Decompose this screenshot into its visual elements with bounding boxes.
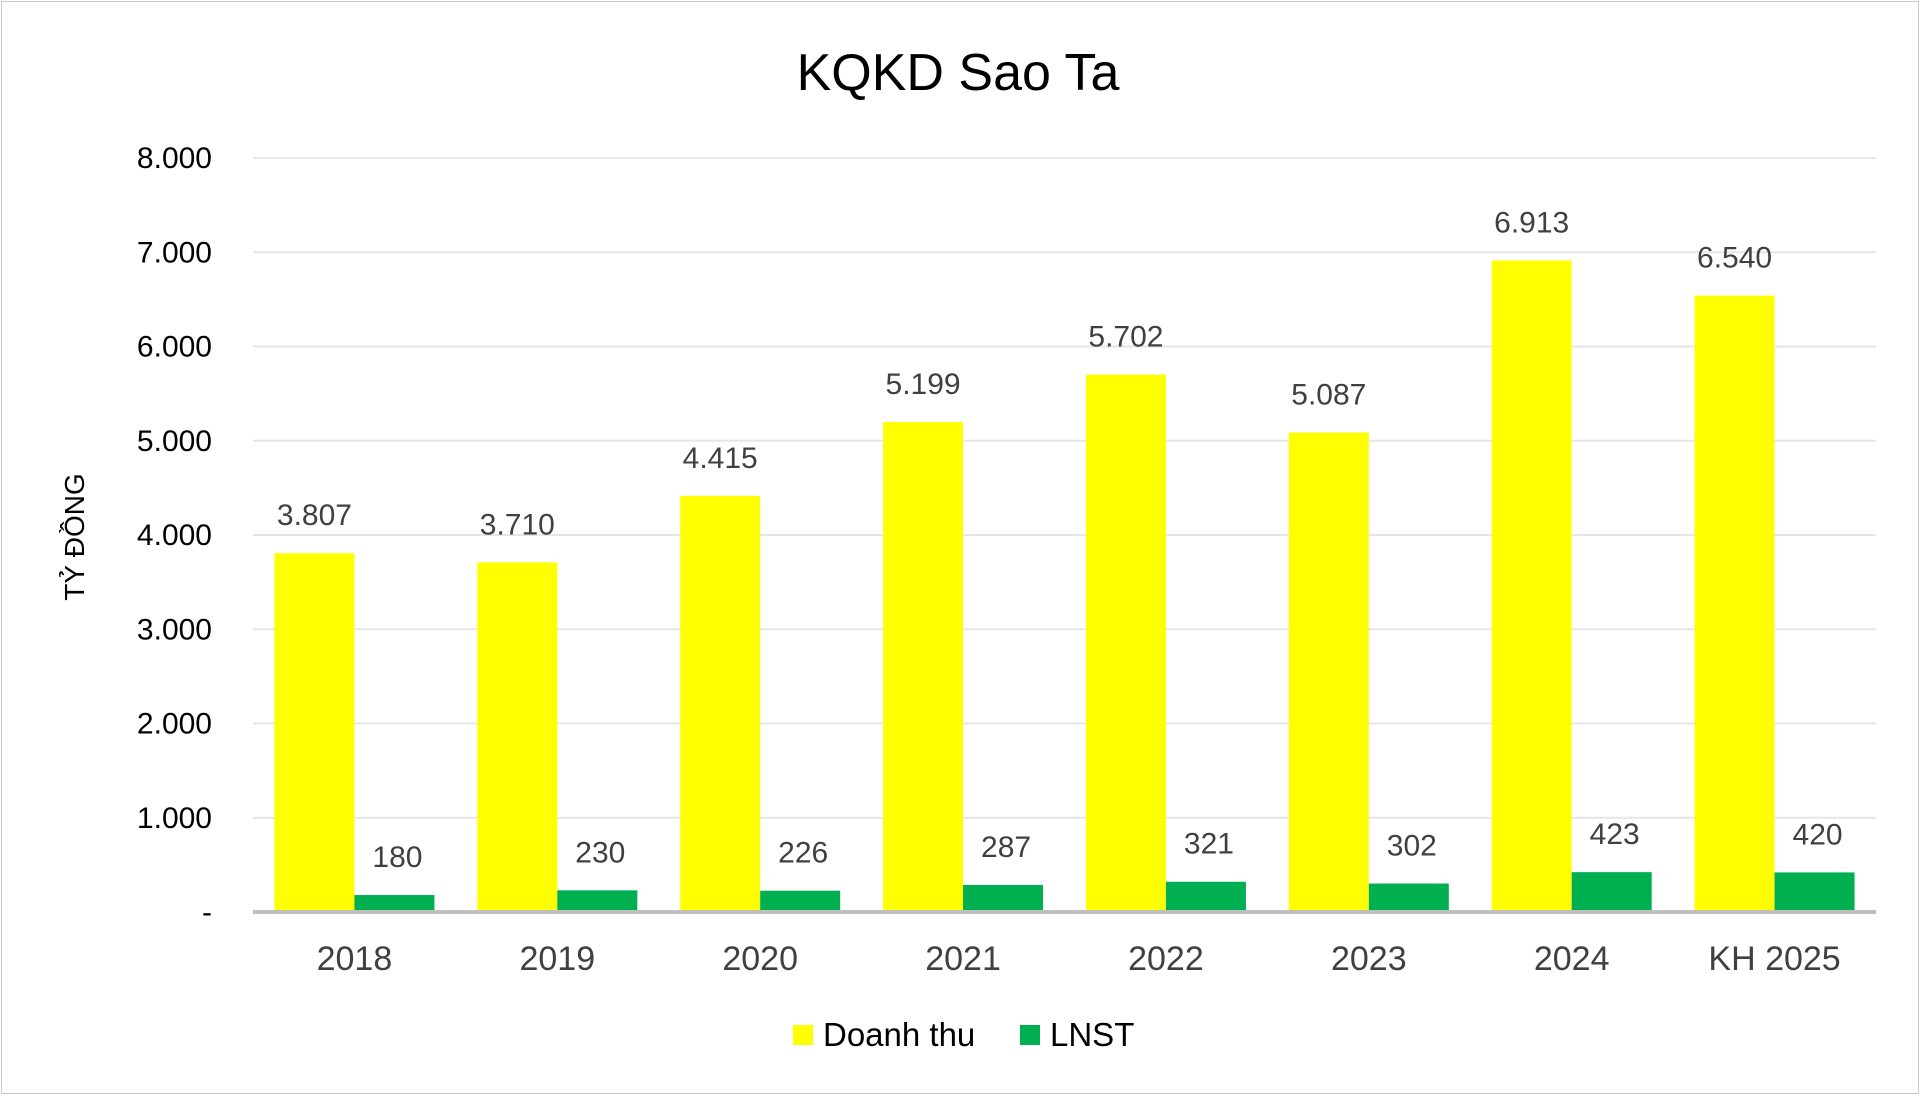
chart-title: KQKD Sao Ta: [797, 44, 1120, 102]
legend-label: Doanh thu: [823, 1016, 975, 1053]
legend-label: LNST: [1050, 1016, 1134, 1053]
data-label: 4.415: [683, 442, 758, 475]
x-tick-label: 2021: [925, 940, 1001, 978]
bar-doanh-thu: [1288, 432, 1369, 912]
data-label: 180: [372, 841, 422, 874]
y-tick-label: 6.000: [137, 331, 212, 364]
x-tick-label: 2023: [1331, 940, 1407, 978]
bar-doanh-thu: [883, 421, 964, 912]
y-tick-label: -: [202, 896, 212, 929]
bar-lnst: [354, 895, 435, 912]
x-tick-label: 2019: [519, 940, 595, 978]
bars: [274, 260, 1855, 913]
data-label: 3.710: [480, 508, 555, 541]
x-axis-ticks: 2018 2019 2020 2021 2022 2023 2024 KH 2025: [317, 940, 1841, 978]
bar-lnst: [557, 890, 638, 912]
data-label: 6.540: [1697, 242, 1772, 275]
x-tick-label: 2020: [722, 940, 798, 978]
bar-lnst: [1571, 872, 1652, 912]
bar-lnst: [760, 890, 841, 912]
x-tick-label: KH 2025: [1708, 940, 1840, 978]
bar-lnst: [1368, 883, 1449, 912]
y-tick-label: 7.000: [137, 236, 212, 269]
x-tick-label: 2022: [1128, 940, 1204, 978]
y-tick-label: 3.000: [137, 613, 212, 646]
y-axis-label: TỶ ĐỒNG: [58, 473, 90, 601]
data-label: 302: [1387, 830, 1437, 863]
data-label: 420: [1793, 818, 1843, 851]
y-axis-ticks: - 1.000 2.000 3.000 4.000 5.000 6.000 7.000 8.00…: [137, 142, 212, 929]
bar-doanh-thu: [1491, 260, 1572, 913]
x-tick-label: 2024: [1534, 940, 1610, 978]
data-label: 287: [981, 831, 1031, 864]
data-label: 5.087: [1291, 379, 1366, 412]
bar-lnst: [963, 884, 1044, 912]
bar-doanh-thu: [1694, 295, 1775, 913]
data-label: 423: [1590, 818, 1640, 851]
x-tick-label: 2018: [317, 940, 393, 978]
bar-doanh-thu: [680, 495, 761, 912]
y-tick-label: 8.000: [137, 142, 212, 175]
y-tick-label: 4.000: [137, 519, 212, 552]
bar-doanh-thu: [477, 562, 558, 912]
y-tick-label: 1.000: [137, 802, 212, 835]
y-tick-label: 5.000: [137, 425, 212, 458]
data-label: 5.702: [1088, 321, 1163, 354]
data-labels: 3.807 180 3.710 230 4.415 226 5.199 287 5.702 321…: [277, 206, 1843, 874]
bar-doanh-thu: [1085, 374, 1166, 912]
legend-swatch: [1020, 1025, 1040, 1045]
data-label: 226: [778, 837, 828, 870]
bar-doanh-thu: [274, 553, 355, 912]
data-label: 230: [575, 836, 625, 869]
data-label: 5.199: [886, 368, 961, 401]
data-label: 6.913: [1494, 206, 1569, 239]
y-tick-label: 2.000: [137, 708, 212, 741]
bar-lnst: [1774, 872, 1855, 912]
legend: Doanh thu LNST: [793, 1016, 1134, 1053]
legend-swatch: [793, 1025, 813, 1045]
bar-lnst: [1165, 881, 1246, 912]
data-label: 3.807: [277, 499, 352, 532]
data-label: 321: [1184, 828, 1234, 861]
